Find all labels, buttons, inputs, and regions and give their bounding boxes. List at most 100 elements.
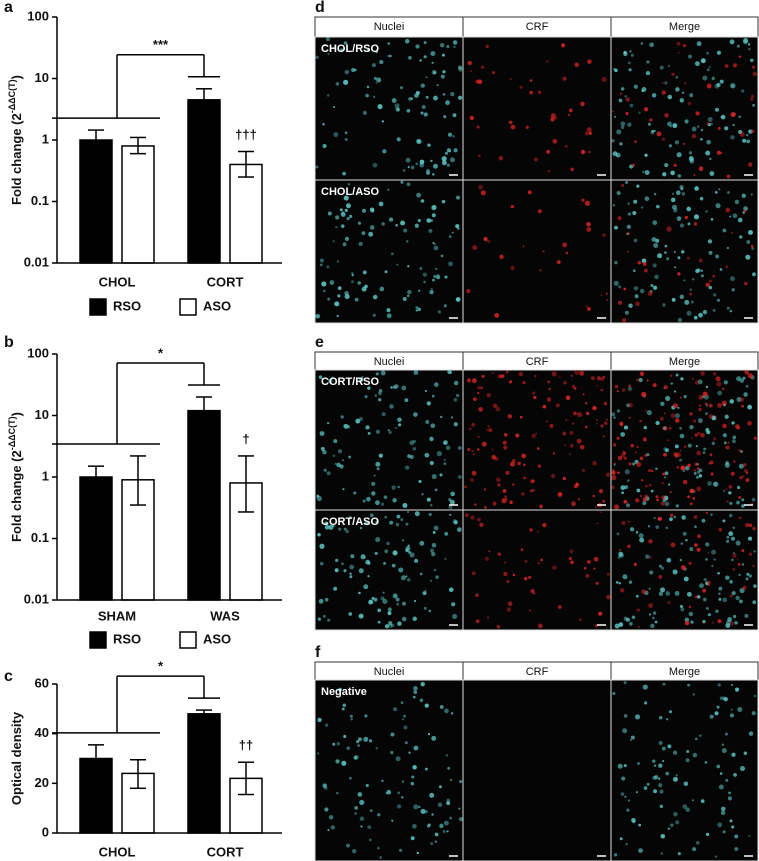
nucleus-dot <box>367 825 372 829</box>
crf-dot <box>619 423 623 427</box>
legend-label: ASO <box>203 631 231 646</box>
nucleus-dot <box>635 531 639 534</box>
nucleus-dot <box>615 152 621 158</box>
nucleus-dot <box>400 518 404 522</box>
nucleus-dot <box>705 428 710 432</box>
crf-dot <box>738 496 742 499</box>
nucleus-dot <box>700 138 703 141</box>
crf-dot <box>588 131 592 135</box>
nucleus-dot <box>401 796 404 799</box>
nucleus-dot <box>323 289 326 293</box>
crf-dot <box>694 433 698 437</box>
nucleus-dot <box>742 376 746 380</box>
crf-dot <box>571 422 574 425</box>
nucleus-dot <box>752 600 757 605</box>
crf-dot <box>568 556 572 561</box>
crf-dot <box>683 445 687 449</box>
crf-dot <box>713 437 717 441</box>
crf-dot <box>485 44 489 49</box>
nucleus-dot <box>699 583 704 589</box>
nucleus-dot <box>683 279 686 282</box>
nucleus-dot <box>686 749 690 753</box>
crf-dot <box>470 515 475 520</box>
nucleus-dot <box>428 609 432 613</box>
nucleus-dot <box>431 474 437 480</box>
nucleus-dot <box>737 706 743 713</box>
row-label: CORT/ASO <box>321 516 380 528</box>
nucleus-dot <box>730 536 736 541</box>
nucleus-dot <box>386 541 390 546</box>
legend-label: RSO <box>113 631 141 646</box>
y-axis-label: Fold change (2-ΔΔC(T)) <box>7 412 24 542</box>
y-tick-label: 10 <box>35 407 49 422</box>
nucleus-dot <box>665 718 669 721</box>
nucleus-dot <box>425 95 429 99</box>
nucleus-dot <box>730 708 733 711</box>
crf-dot <box>473 453 475 455</box>
nucleus-dot <box>400 180 404 184</box>
nucleus-dot <box>621 776 626 781</box>
crf-dot <box>643 107 649 112</box>
nucleus-dot <box>705 150 711 156</box>
crf-dot <box>471 470 477 476</box>
crf-dot <box>700 432 705 438</box>
nucleus-dot <box>751 247 755 250</box>
nucleus-dot <box>334 301 340 307</box>
nucleus-dot <box>669 517 673 522</box>
significance-mark: * <box>158 345 164 360</box>
crf-dot <box>546 397 552 402</box>
crf-dot <box>584 131 589 136</box>
crf-dot <box>468 427 472 431</box>
nucleus-dot <box>341 562 344 566</box>
nucleus-dot <box>625 181 629 184</box>
nucleus-dot <box>732 439 736 444</box>
nucleus-dot <box>722 228 727 233</box>
nucleus-dot <box>722 830 726 834</box>
nucleus-dot <box>386 308 391 313</box>
crf-dot <box>582 468 585 472</box>
crf-dot <box>742 475 745 478</box>
nucleus-dot <box>405 548 409 553</box>
nucleus-dot <box>431 69 437 75</box>
nucleus-dot <box>421 493 424 496</box>
crf-dot <box>683 142 686 145</box>
column-header: Merge <box>669 21 700 33</box>
nucleus-dot <box>685 538 688 542</box>
nucleus-dot <box>424 452 430 458</box>
nucleus-dot <box>675 774 678 777</box>
nucleus-dot <box>377 847 380 850</box>
crf-dot <box>739 397 745 403</box>
nucleus-dot <box>426 401 431 406</box>
nucleus-dot <box>664 163 669 168</box>
crf-dot <box>623 287 626 291</box>
nucleus-dot <box>734 687 740 692</box>
nucleus-dot <box>378 398 382 402</box>
nucleus-dot <box>414 223 419 228</box>
nucleus-dot <box>328 524 334 530</box>
nucleus-dot <box>689 424 694 430</box>
nucleus-dot <box>400 701 404 704</box>
crf-dot <box>467 60 472 66</box>
nucleus-dot <box>729 580 733 584</box>
crf-dot <box>712 371 717 376</box>
nucleus-dot <box>335 215 340 220</box>
nucleus-dot <box>390 732 395 737</box>
crf-dot <box>729 621 734 626</box>
nucleus-dot <box>618 98 623 103</box>
nucleus-dot <box>632 462 635 466</box>
crf-dot <box>698 166 704 171</box>
nucleus-dot <box>315 314 321 319</box>
nucleus-dot <box>636 184 640 188</box>
nucleus-dot <box>455 224 460 229</box>
crf-dot <box>635 301 640 307</box>
crf-dot <box>693 174 696 177</box>
crf-dot <box>743 468 748 473</box>
crf-dot <box>637 625 640 628</box>
crf-dot <box>486 428 488 431</box>
nucleus-dot <box>431 543 437 548</box>
nucleus-dot <box>327 211 332 216</box>
nucleus-dot <box>671 297 676 302</box>
nucleus-dot <box>362 270 367 275</box>
nucleus-dot <box>420 111 424 115</box>
